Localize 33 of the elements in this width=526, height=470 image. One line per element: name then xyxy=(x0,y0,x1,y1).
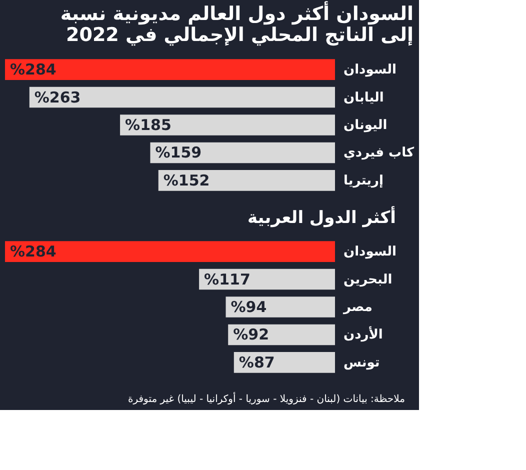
y-tick-label: اليابان xyxy=(344,90,384,106)
text: ملاحظة: بيانات (لبنان - فنزويلا - سوريا - أوكرانيا - ليبيا) غير متوفرة xyxy=(128,392,405,405)
bar xyxy=(5,241,335,262)
data-label: %87 xyxy=(238,353,275,372)
data-label: %159 xyxy=(155,144,202,162)
data-label: %92 xyxy=(233,326,270,344)
bar xyxy=(199,268,335,290)
text: السودان أكثر دول العالم مديونية نسبة xyxy=(60,3,414,25)
data-label: %284 xyxy=(10,60,56,79)
bar xyxy=(226,296,335,318)
data-label: %284 xyxy=(10,242,56,261)
chart-title: أكثر الدول العربية xyxy=(248,206,396,228)
y-tick-label: البحرين xyxy=(344,272,392,288)
bar xyxy=(120,114,335,136)
y-tick-label: مصر xyxy=(342,300,372,315)
bar xyxy=(29,86,335,108)
y-tick-label: السودان xyxy=(344,244,396,260)
y-tick-label: الأردن xyxy=(344,326,383,343)
bar xyxy=(5,59,335,80)
bar xyxy=(234,352,335,373)
y-tick-label: إريتريا xyxy=(344,173,384,188)
data-label: %117 xyxy=(204,270,250,288)
y-tick-label: كاب فيردي xyxy=(344,146,414,161)
bar xyxy=(150,142,335,164)
y-tick-label: السودان xyxy=(344,62,396,78)
bar xyxy=(158,170,335,191)
data-label: %263 xyxy=(34,88,81,106)
data-label: %185 xyxy=(125,116,172,134)
text: إلى الناتج المحلي الإجمالي في 2022 xyxy=(66,24,414,46)
data-label: %94 xyxy=(230,298,267,316)
y-tick-label: اليونان xyxy=(344,118,388,133)
y-tick-label: تونس xyxy=(344,355,380,370)
data-label: %152 xyxy=(163,171,210,190)
